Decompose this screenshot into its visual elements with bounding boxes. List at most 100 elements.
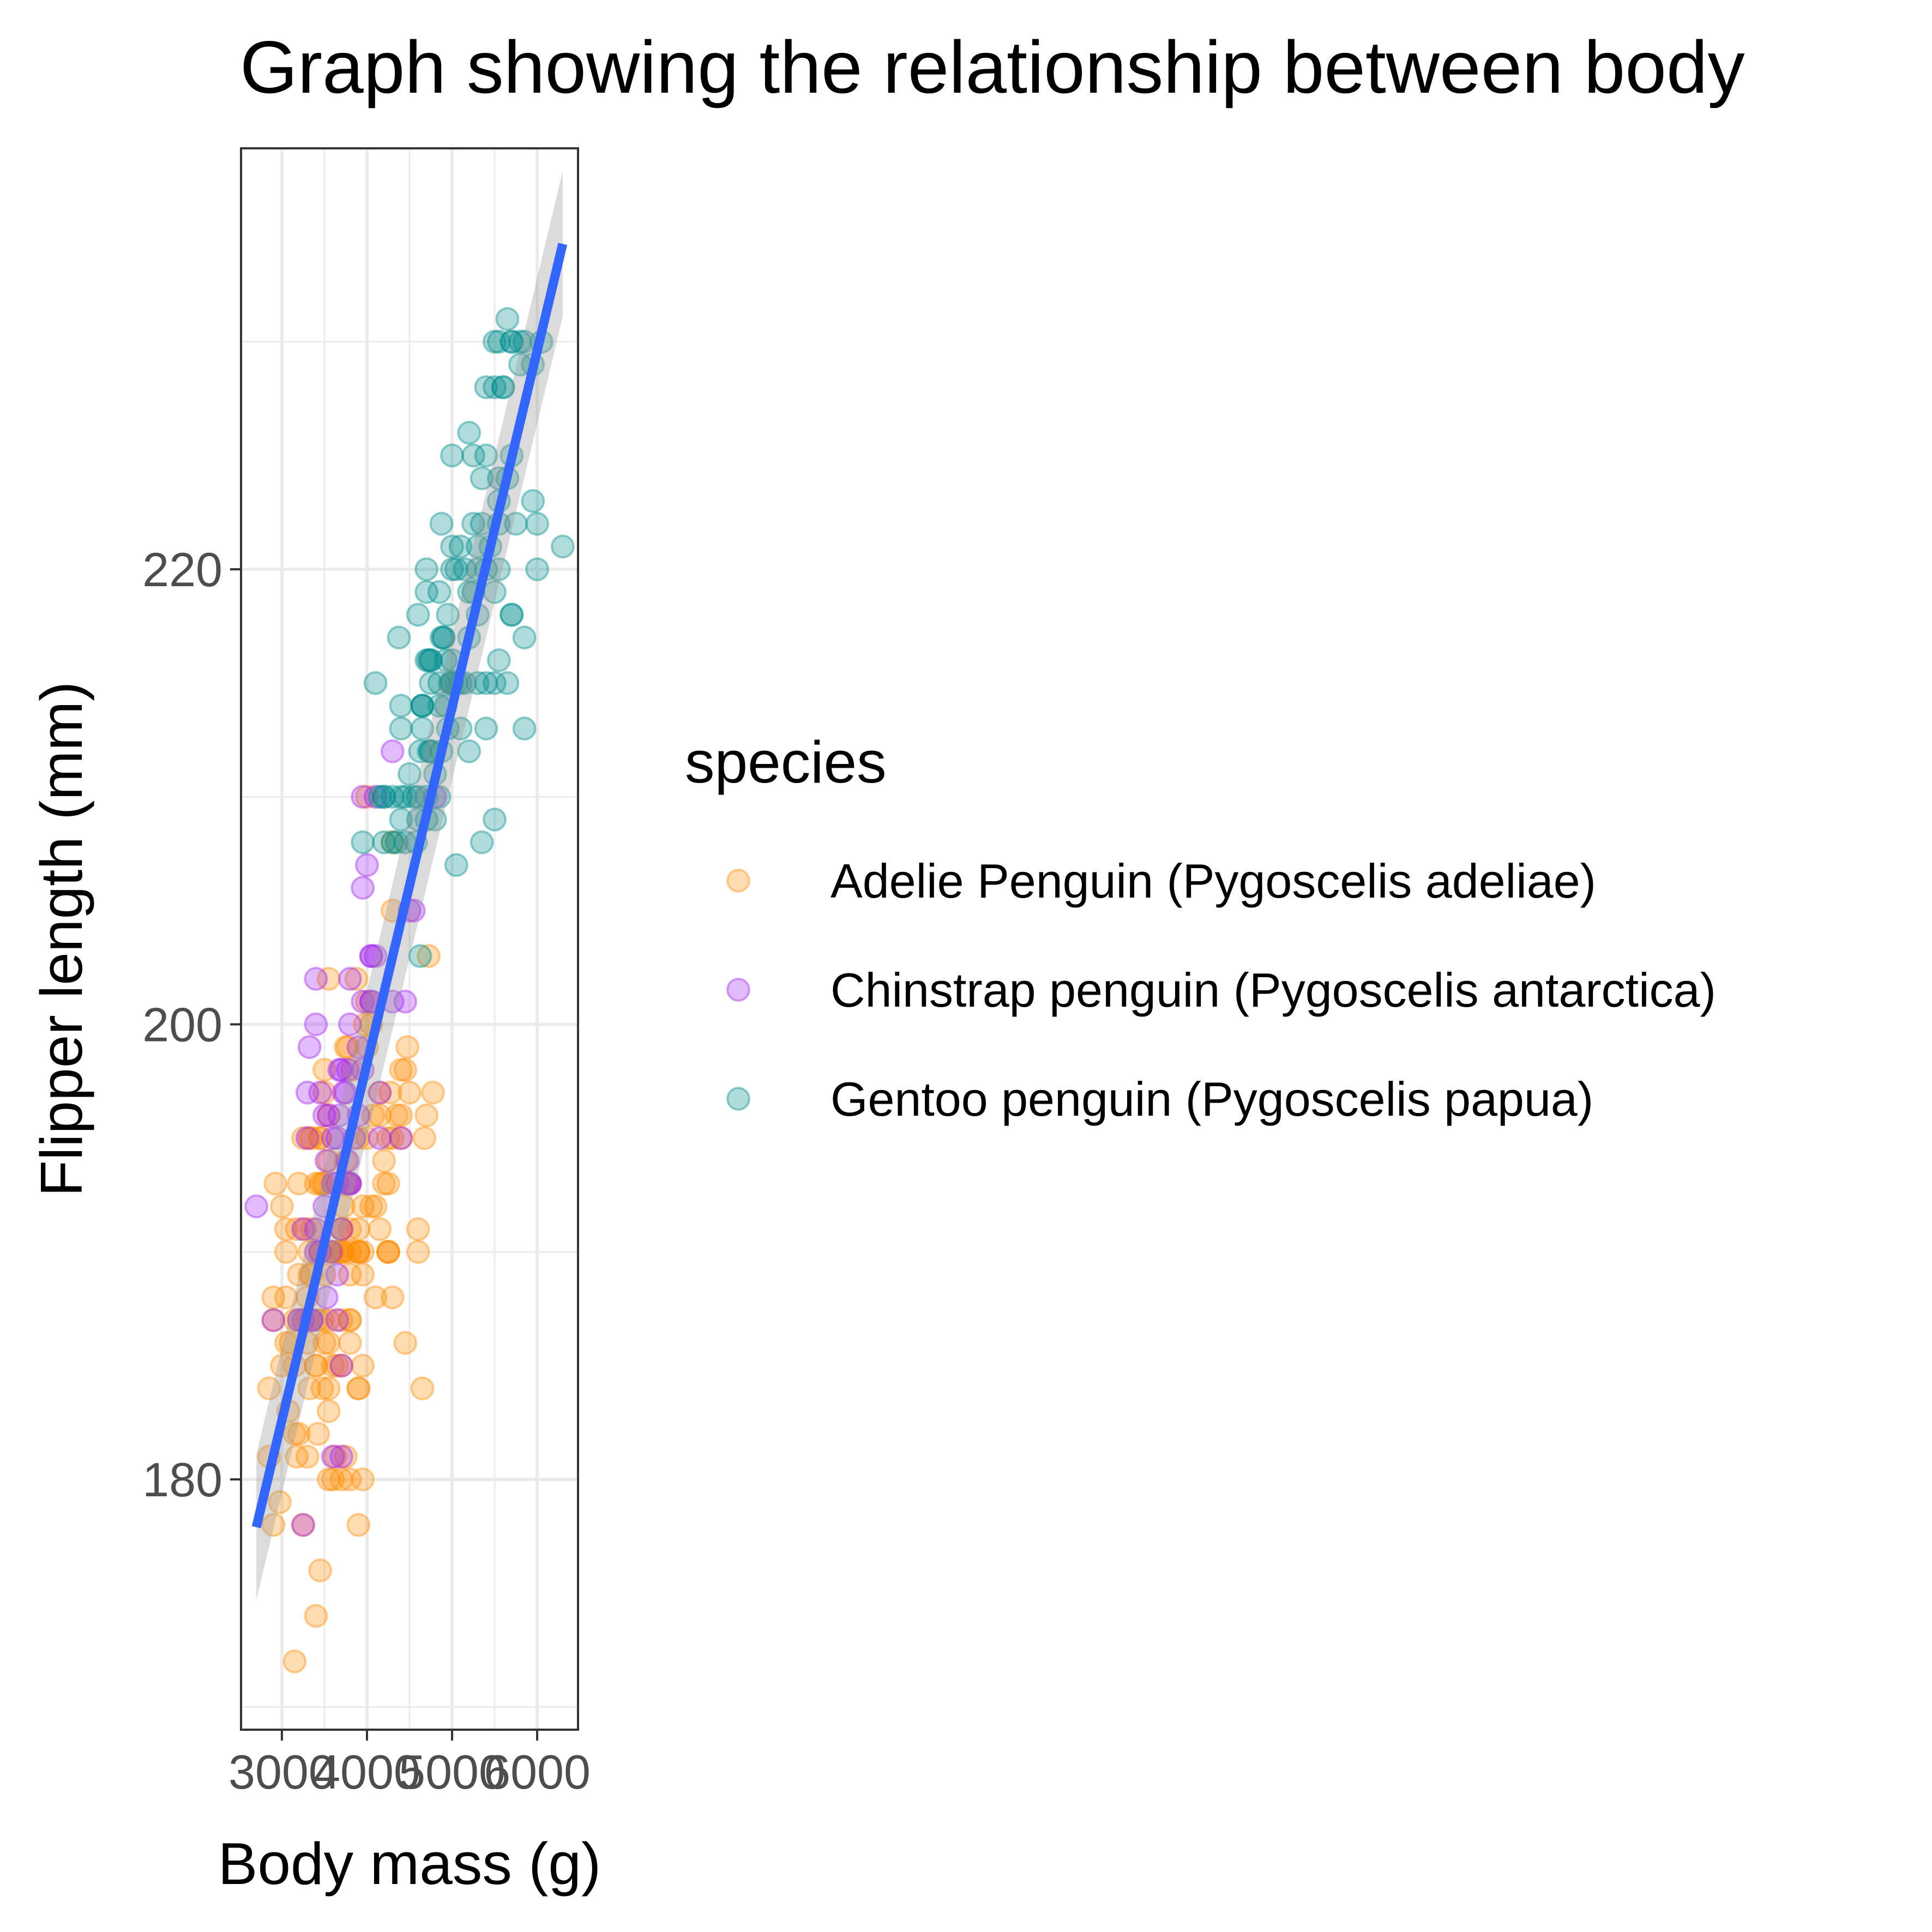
grid-major	[241, 148, 578, 1730]
data-point	[363, 785, 388, 809]
data-point	[295, 1126, 320, 1151]
data-point	[414, 580, 439, 604]
plot-border	[240, 147, 579, 1731]
legend: species Adelie Penguin (Pygoscelis adeli…	[685, 729, 1716, 1126]
data-point	[420, 1080, 445, 1105]
data-point	[346, 1376, 371, 1401]
data-point	[329, 1353, 354, 1378]
data-point	[414, 648, 439, 672]
data-point	[351, 1467, 375, 1492]
data-point	[304, 1353, 328, 1378]
data-point	[325, 1353, 350, 1378]
data-point	[376, 1126, 400, 1151]
data-point	[410, 694, 435, 718]
data-point	[410, 694, 435, 718]
trend-line	[251, 243, 568, 1528]
data-point	[344, 967, 369, 991]
data-point	[429, 625, 454, 650]
data-point	[414, 557, 439, 581]
data-point	[299, 1217, 324, 1242]
data-point	[427, 671, 452, 695]
data-point	[398, 1080, 422, 1105]
data-point	[550, 534, 575, 559]
data-point	[274, 1285, 298, 1310]
data-point	[335, 1057, 360, 1082]
data-point	[306, 1422, 330, 1446]
data-point	[282, 1649, 307, 1674]
data-point	[363, 944, 388, 968]
data-point	[316, 1308, 341, 1332]
data-point	[282, 1422, 307, 1446]
data-point	[338, 1012, 362, 1037]
legend-title: species	[685, 729, 887, 796]
data-point	[389, 807, 413, 832]
legend-label: Adelie Penguin (Pygoscelis adeliae)	[830, 854, 1596, 908]
data-point	[359, 944, 383, 968]
data-point	[299, 1126, 324, 1151]
data-point	[261, 1308, 286, 1332]
data-point	[257, 1376, 281, 1401]
data-point	[525, 557, 550, 581]
x-tick-label: 6000	[484, 1745, 591, 1799]
data-point	[368, 785, 392, 809]
data-point	[312, 1103, 336, 1128]
x-axis-title: Body mass (g)	[218, 1831, 601, 1897]
data-point	[285, 1445, 309, 1469]
data-point	[372, 830, 396, 854]
data-point	[332, 1080, 356, 1105]
data-point	[274, 1239, 298, 1264]
data-point	[431, 625, 456, 650]
data-point	[393, 1057, 418, 1082]
data-point	[495, 671, 520, 695]
y-axis: 180 200 220	[142, 543, 241, 1507]
data-point	[483, 329, 507, 354]
data-point	[308, 1558, 333, 1582]
data-point	[499, 603, 524, 627]
data-point	[329, 1353, 354, 1378]
data-point	[453, 557, 477, 581]
data-point	[486, 329, 511, 354]
data-point	[338, 1308, 362, 1332]
data-point	[287, 1422, 311, 1446]
data-point	[389, 1126, 413, 1151]
data-point	[398, 762, 422, 786]
data-point	[291, 1513, 315, 1537]
data-point	[389, 1126, 413, 1151]
data-point	[297, 1376, 322, 1401]
data-point	[354, 853, 379, 877]
data-point	[285, 1217, 309, 1242]
data-point	[346, 1239, 371, 1264]
data-point	[512, 625, 537, 650]
legend-label: Gentoo penguin (Pygoscelis papua)	[830, 1072, 1593, 1126]
data-point	[412, 1126, 437, 1151]
x-tick-label: 3000	[228, 1745, 335, 1799]
data-point	[474, 717, 498, 741]
plot-area	[240, 147, 579, 1731]
data-point	[304, 1353, 328, 1378]
data-point	[406, 1239, 430, 1264]
data-point	[393, 785, 418, 809]
data-point	[321, 1467, 345, 1492]
data-point	[368, 1217, 392, 1242]
data-point	[461, 443, 486, 468]
data-point	[261, 1285, 286, 1310]
data-point	[304, 1171, 328, 1196]
data-point	[329, 1445, 354, 1469]
data-point	[372, 785, 396, 809]
data-point	[410, 694, 435, 718]
data-point	[338, 1467, 362, 1492]
data-point	[376, 1171, 400, 1196]
data-point	[368, 1126, 392, 1151]
data-point	[312, 1057, 336, 1082]
data-point	[338, 1239, 362, 1264]
trend-layer	[251, 171, 568, 1600]
data-point	[410, 717, 435, 741]
data-point	[499, 329, 524, 354]
data-point	[338, 1308, 362, 1332]
data-point	[346, 1217, 371, 1242]
data-point	[316, 1376, 341, 1401]
data-point	[316, 1103, 341, 1128]
data-point	[491, 375, 515, 400]
y-tick-label: 220	[142, 543, 222, 597]
